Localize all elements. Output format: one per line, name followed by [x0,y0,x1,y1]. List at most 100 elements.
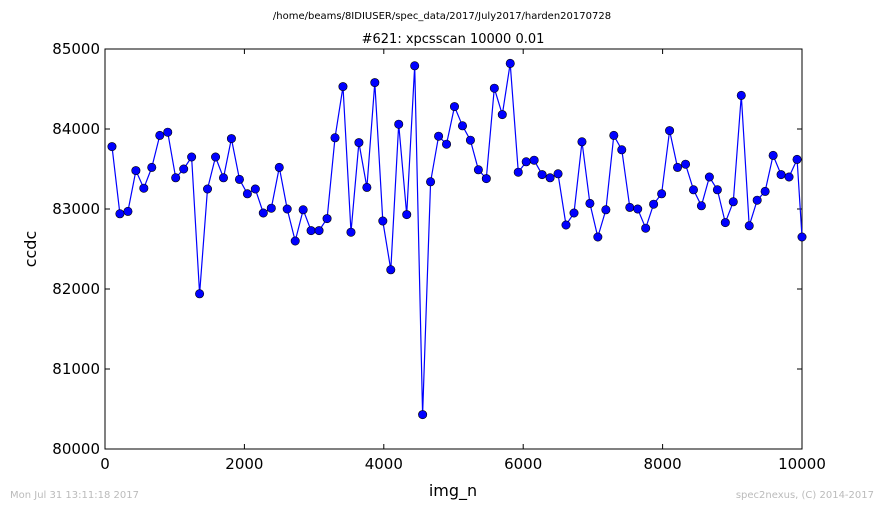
data-point [529,155,539,165]
series-line [111,63,803,415]
data-point [434,131,444,141]
x-tick-label: 4000 [365,455,403,473]
data-point [473,165,483,175]
data-point [696,201,706,211]
x-tick-label: 8000 [644,455,682,473]
plot-area [104,48,803,450]
data-point [752,195,762,205]
data-point [147,162,157,172]
data-point [481,174,491,184]
data-point [306,226,316,236]
y-tick-label: 82000 [52,280,100,298]
data-point [673,162,683,172]
data-point [266,203,276,213]
data-point [107,142,117,152]
data-point [649,199,659,209]
data-point [688,185,698,195]
data-point [657,189,667,199]
data-point [442,139,452,149]
y-tick-label: 84000 [52,120,100,138]
y-axis-label: ccdc [21,231,40,268]
data-point [195,289,205,299]
chart-suptitle: /home/beams/8IDIUSER/spec_data/2017/July… [273,11,611,22]
data-point [290,236,300,246]
data-point [553,169,563,179]
y-tick-label: 85000 [52,40,100,58]
data-point [362,182,372,192]
data-point [226,134,236,144]
data-point [449,102,459,112]
x-tick-label: 6000 [504,455,542,473]
chart-title: #621: xpcsscan 10000 0.01 [362,32,545,47]
x-tick-label: 10000 [778,455,826,473]
data-point [330,133,340,143]
data-point [123,206,133,216]
data-point [569,208,579,218]
data-point [776,170,786,180]
data-point [163,127,173,137]
data-point [593,232,603,242]
data-point [274,162,284,172]
data-point [641,223,651,233]
data-point [505,58,515,68]
x-axis-label: img_n [429,481,477,501]
data-point [457,121,467,131]
data-point [410,61,420,71]
x-tick-label: 0 [100,455,110,473]
data-point [187,152,197,162]
data-point [704,172,714,182]
data-point [234,174,244,184]
data-point [728,197,738,207]
data-point [633,204,643,214]
data-point [402,210,412,220]
data-point [497,110,507,120]
data-point [282,204,292,214]
axis-ticks: 0 2000 4000 6000 8000 10000 80000 81000 82000 830… [52,40,826,473]
data-point [171,173,181,183]
data-point [426,177,436,187]
data-point [489,83,499,93]
data-point [354,138,364,148]
data-point [521,157,531,167]
data-point [131,166,141,176]
data-point [418,410,428,420]
data-point [155,130,165,140]
data-point [537,170,547,180]
data-point [744,221,754,231]
data-point [115,209,125,219]
data-point [203,184,213,194]
data-point [561,220,571,230]
data-point [258,208,268,218]
y-tick-label: 80000 [52,440,100,458]
data-point [322,214,332,224]
data-point [665,126,675,136]
x-tick-label: 2000 [225,455,263,473]
series-ccdc [107,58,807,420]
data-point [370,78,380,88]
data-point [139,183,149,193]
data-point [545,173,555,183]
data-point [625,202,635,212]
data-point [394,119,404,129]
data-point [792,154,802,164]
data-point [601,205,611,215]
data-point [760,186,770,196]
data-point [617,145,627,155]
data-point [609,130,619,140]
data-point [298,205,308,215]
y-tick-label: 81000 [52,360,100,378]
data-point [211,152,221,162]
y-tick-label: 83000 [52,200,100,218]
data-point [681,159,691,169]
data-point [768,150,778,160]
data-point [250,184,260,194]
data-point [378,216,388,226]
data-point [797,232,807,242]
data-point [242,189,252,199]
data-point [338,82,348,92]
data-point [218,173,228,183]
data-point [314,226,324,236]
data-point [346,227,356,237]
data-point [386,265,396,275]
